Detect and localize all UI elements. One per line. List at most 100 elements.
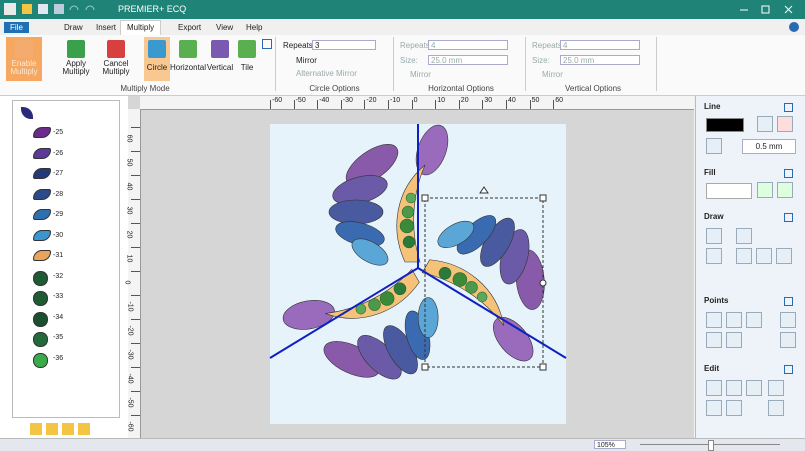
zoom-thumb[interactable] [708,440,714,451]
points-tool[interactable] [746,312,762,328]
points-tool[interactable] [706,332,722,348]
menu-tab[interactable]: Insert [90,22,122,33]
edit-tool[interactable] [746,380,762,396]
draw-tool[interactable] [776,248,792,264]
edit-tool[interactable] [726,400,742,416]
color-swatch [33,148,51,159]
move-top[interactable] [30,423,42,435]
repeats-input[interactable]: 4 [560,40,640,50]
ribbon-button[interactable]: Horizontal [170,37,206,81]
quick-access-toolbar[interactable] [2,2,114,17]
zoom-box[interactable]: 105% [594,440,626,449]
help-icon[interactable] [784,365,793,374]
color-row[interactable]: -36 [33,351,93,369]
color-row[interactable]: -34 [33,310,93,328]
edit-tool[interactable] [706,380,722,396]
color-row[interactable]: -29 [33,207,93,225]
line-picker[interactable] [757,116,773,132]
ribbon-button[interactable]: Apply Multiply [58,37,94,81]
color-row[interactable]: -26 [33,146,93,164]
ribbon-button[interactable]: Cancel Multiply [98,37,134,81]
ruler-label: 40 [508,97,516,104]
maximize[interactable] [762,6,769,13]
repeats-input[interactable]: 4 [428,40,508,50]
help-button[interactable] [789,22,799,32]
ribbon-button[interactable]: Enable Multiply [6,37,42,81]
help-icon[interactable] [784,213,793,222]
menu-tab[interactable]: Multiply [120,20,161,35]
menu-tab[interactable]: Help [240,22,268,33]
alt-mirror-check[interactable]: Alternative Mirror [284,69,357,78]
app-window: PREMIER+ ECQ Enable MultiplyApply Multip… [0,0,805,450]
mirror-check[interactable]: Mirror [532,70,563,79]
ruler-tick [131,247,140,248]
help-icon[interactable] [784,169,793,178]
undo-icon[interactable] [70,6,78,10]
group-label: Horizontal Options [398,84,524,93]
color-row[interactable]: -33 [33,289,93,307]
line-none[interactable] [777,116,793,132]
window-controls[interactable] [735,0,805,19]
save-icon[interactable] [38,4,48,14]
redo-icon[interactable] [86,6,94,10]
menu-tab[interactable]: File [4,22,29,33]
move-up[interactable] [46,423,58,435]
points-tool[interactable] [726,332,742,348]
fill-picker[interactable] [757,182,773,198]
edit-tool[interactable] [706,400,722,416]
mirror-check[interactable]: Mirror [400,70,431,79]
repeats-input[interactable]: 3 [312,40,376,50]
color-row[interactable]: -25 [33,125,93,143]
menu-tab[interactable]: View [210,22,239,33]
size-input[interactable]: 25.0 mm [560,55,640,65]
color-label: -29 [53,211,63,218]
edit-tool[interactable] [768,400,784,416]
save-as-icon[interactable] [54,4,64,14]
color-row[interactable]: -31 [33,248,93,266]
menu-tab[interactable]: Export [172,22,207,33]
draw-tool[interactable] [736,228,752,244]
points-tool[interactable] [726,312,742,328]
points-tool[interactable] [780,312,796,328]
ribbon-button[interactable]: Tile [234,37,260,81]
ribbon-button[interactable]: Vertical [206,37,234,81]
list-arrows[interactable] [30,422,100,436]
color-row[interactable]: -30 [33,228,93,246]
color-swatch [33,230,51,241]
close[interactable] [785,6,792,13]
points-tool[interactable] [780,332,796,348]
draw-tool[interactable] [706,248,722,264]
fill-color[interactable] [706,183,752,199]
button-label: Tile [234,64,260,72]
points-tool[interactable] [706,312,722,328]
move-bottom[interactable] [78,423,90,435]
ruler-tick [435,100,436,109]
help-icon[interactable] [784,297,793,306]
open-icon[interactable] [22,4,32,14]
group-help[interactable] [262,39,272,49]
line-color[interactable] [706,118,744,132]
color-swatch [33,250,51,261]
color-label: -27 [53,170,63,177]
color-row[interactable]: -35 [33,330,93,348]
fill-none[interactable] [777,182,793,198]
menu-tab[interactable]: Draw [58,22,89,33]
ruler-label: -30 [127,349,134,359]
line-style[interactable] [706,138,722,154]
ribbon-button[interactable]: Circle [144,37,170,81]
move-down[interactable] [62,423,74,435]
line-width[interactable]: 0.5 mm [742,139,796,154]
draw-tool[interactable] [756,248,772,264]
mirror-check[interactable]: Mirror [284,56,317,65]
group-icon[interactable] [21,107,33,119]
edit-tool[interactable] [768,380,784,396]
edit-tool[interactable] [726,380,742,396]
button-icon [179,40,197,58]
color-row[interactable]: -27 [33,166,93,184]
size-input[interactable]: 25.0 mm [428,55,508,65]
draw-tool[interactable] [736,248,752,264]
color-row[interactable]: -32 [33,269,93,287]
draw-tool[interactable] [706,228,722,244]
help-icon[interactable] [784,103,793,112]
color-row[interactable]: -28 [33,187,93,205]
